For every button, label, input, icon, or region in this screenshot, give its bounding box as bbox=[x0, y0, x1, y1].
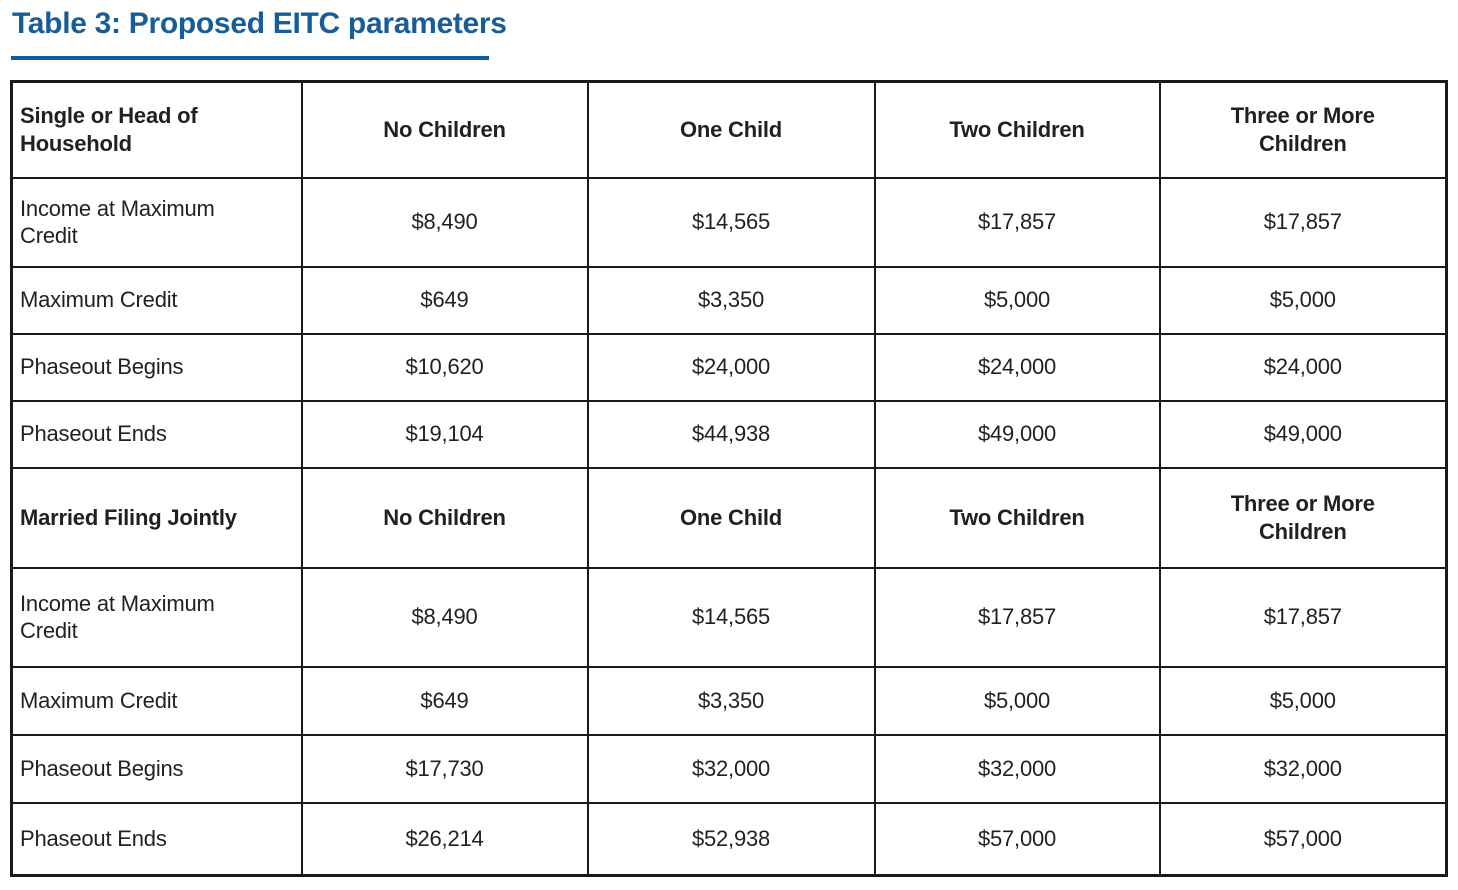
row-label: Income at Maximum Credit bbox=[10, 566, 303, 668]
cell-value: $49,000 bbox=[1158, 399, 1448, 469]
cell-value: $5,000 bbox=[1158, 265, 1448, 335]
cell-value: $10,620 bbox=[300, 332, 589, 402]
cell-value: $8,490 bbox=[300, 566, 589, 668]
cell-value: $8,490 bbox=[300, 176, 589, 268]
cell-value: $52,938 bbox=[586, 801, 876, 877]
cell-value: $649 bbox=[300, 265, 589, 335]
table-row: Maximum Credit $649 $3,350 $5,000 $5,000 bbox=[10, 665, 1448, 736]
table-row: Phaseout Ends $19,104 $44,938 $49,000 $4… bbox=[10, 399, 1448, 469]
table-row: Income at Maximum Credit $8,490 $14,565 … bbox=[10, 176, 1448, 268]
cell-value: $17,857 bbox=[1158, 176, 1448, 268]
cell-value: $17,730 bbox=[300, 733, 589, 804]
cell-value: $19,104 bbox=[300, 399, 589, 469]
section-header-row: Single or Head of Household No Children … bbox=[10, 80, 1448, 179]
cell-value: $5,000 bbox=[873, 665, 1161, 736]
cell-value: $5,000 bbox=[1158, 665, 1448, 736]
cell-value: $3,350 bbox=[586, 265, 876, 335]
cell-value: $17,857 bbox=[1158, 566, 1448, 668]
table-row: Income at Maximum Credit $8,490 $14,565 … bbox=[10, 566, 1448, 668]
cell-value: $57,000 bbox=[873, 801, 1161, 877]
column-header: Three or More Children bbox=[1158, 466, 1448, 569]
cell-value: $17,857 bbox=[873, 566, 1161, 668]
row-label: Phaseout Begins bbox=[10, 733, 303, 804]
row-label: Phaseout Begins bbox=[10, 332, 303, 402]
row-label: Income at Maximum Credit bbox=[10, 176, 303, 268]
cell-value: $17,857 bbox=[873, 176, 1161, 268]
table-row: Maximum Credit $649 $3,350 $5,000 $5,000 bbox=[10, 265, 1448, 335]
eitc-parameters-table: Single or Head of Household No Children … bbox=[10, 80, 1448, 877]
column-header: Three or More Children bbox=[1158, 80, 1448, 179]
cell-value: $26,214 bbox=[300, 801, 589, 877]
cell-value: $24,000 bbox=[586, 332, 876, 402]
cell-value: $24,000 bbox=[1158, 332, 1448, 402]
table-row: Phaseout Begins $17,730 $32,000 $32,000 … bbox=[10, 733, 1448, 804]
cell-value: $3,350 bbox=[586, 665, 876, 736]
page-title: Table 3: Proposed EITC parameters bbox=[12, 7, 507, 40]
column-header: No Children bbox=[300, 80, 589, 179]
column-header: Two Children bbox=[873, 466, 1161, 569]
row-label: Maximum Credit bbox=[10, 265, 303, 335]
cell-value: $24,000 bbox=[873, 332, 1161, 402]
row-label: Maximum Credit bbox=[10, 665, 303, 736]
title-underline bbox=[11, 56, 489, 60]
column-header: Two Children bbox=[873, 80, 1161, 179]
section-header-label: Single or Head of Household bbox=[10, 80, 303, 179]
cell-value: $32,000 bbox=[586, 733, 876, 804]
cell-value: $44,938 bbox=[586, 399, 876, 469]
cell-value: $49,000 bbox=[873, 399, 1161, 469]
cell-value: $14,565 bbox=[586, 176, 876, 268]
cell-value: $32,000 bbox=[873, 733, 1161, 804]
cell-value: $649 bbox=[300, 665, 589, 736]
cell-value: $57,000 bbox=[1158, 801, 1448, 877]
column-header: One Child bbox=[586, 466, 876, 569]
column-header: No Children bbox=[300, 466, 589, 569]
section-header-label: Married Filing Jointly bbox=[10, 466, 303, 569]
section-header-row: Married Filing Jointly No Children One C… bbox=[10, 466, 1448, 569]
cell-value: $32,000 bbox=[1158, 733, 1448, 804]
column-header: One Child bbox=[586, 80, 876, 179]
table-row: Phaseout Begins $10,620 $24,000 $24,000 … bbox=[10, 332, 1448, 402]
cell-value: $5,000 bbox=[873, 265, 1161, 335]
row-label: Phaseout Ends bbox=[10, 801, 303, 877]
row-label: Phaseout Ends bbox=[10, 399, 303, 469]
table-row: Phaseout Ends $26,214 $52,938 $57,000 $5… bbox=[10, 801, 1448, 877]
cell-value: $14,565 bbox=[586, 566, 876, 668]
